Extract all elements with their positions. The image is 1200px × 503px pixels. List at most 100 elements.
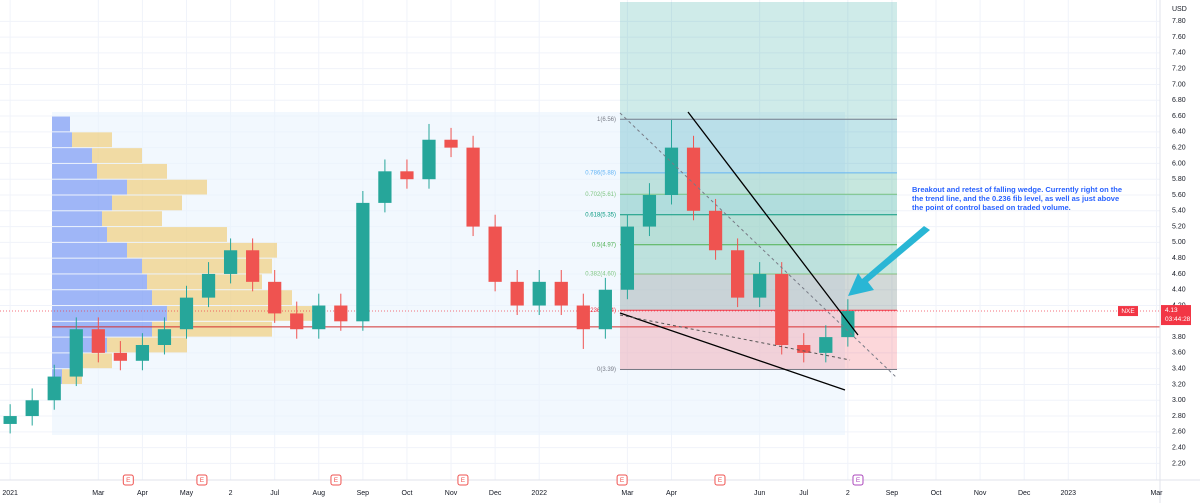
candle-body — [620, 226, 635, 290]
profile-down — [52, 274, 147, 290]
x-tick-label: May — [180, 490, 194, 497]
x-tick-label: Nov — [445, 490, 458, 497]
candle-body — [378, 171, 392, 203]
fib-label: 0.382(4.60) — [585, 272, 616, 278]
y-tick-label: 4.60 — [1172, 271, 1186, 278]
candle-body — [113, 352, 127, 361]
y-tick-label: 3.20 — [1172, 381, 1186, 388]
candle-body — [686, 147, 701, 211]
trend-line — [687, 111, 859, 336]
price-tag — [1161, 305, 1191, 326]
earnings-label: E — [620, 477, 625, 484]
x-tick-label: 2 — [846, 490, 850, 497]
fib-label: 0.786(5.88) — [585, 170, 616, 176]
candle-body — [422, 139, 436, 180]
profile-down — [52, 179, 127, 195]
y-tick-label: 2.80 — [1172, 413, 1186, 420]
candle-body — [731, 250, 745, 298]
profile-up — [102, 211, 162, 227]
fib-zone — [620, 172, 897, 195]
annotation: Breakout and retest of falling wedge. Cu… — [912, 185, 1122, 212]
profile-up — [72, 132, 112, 148]
earnings-label: E — [200, 477, 205, 484]
y-tick-label: 7.40 — [1172, 50, 1186, 57]
earnings-marker — [852, 474, 864, 486]
annotation-line: the point of control based on traded vol… — [912, 203, 1071, 212]
x-tick-label: Aug — [313, 490, 326, 497]
x-tick-label: Mar — [92, 490, 105, 497]
y-tick-label: 2.60 — [1172, 429, 1186, 436]
candle-body — [290, 313, 304, 330]
profile-down — [52, 163, 97, 179]
candle-body — [576, 305, 590, 330]
profile-down — [52, 242, 127, 258]
fib-zone — [620, 119, 897, 173]
y-tick-label: 5.20 — [1172, 223, 1186, 230]
y-tick-label: 3.80 — [1172, 334, 1186, 341]
x-tick-label: 2023 — [1061, 490, 1077, 497]
profile-up — [127, 179, 207, 195]
earnings-label: E — [334, 477, 339, 484]
earnings-label: E — [856, 477, 861, 484]
candle-body — [91, 329, 105, 353]
price-label: 4.13 — [1165, 307, 1178, 314]
candle-body — [201, 273, 216, 298]
profile-down — [52, 227, 107, 242]
candle-body — [708, 210, 723, 251]
y-tick-label: 5.80 — [1172, 176, 1186, 183]
y-tick-label: 3.60 — [1172, 350, 1186, 357]
y-tick-label: 2.40 — [1172, 444, 1186, 451]
candle-body — [25, 400, 39, 417]
candle-body — [157, 329, 172, 345]
fib-zone — [620, 214, 897, 245]
candle-body — [510, 281, 524, 306]
profile-down — [52, 369, 62, 384]
x-tick-label: 2022 — [531, 490, 547, 497]
y-tick-label: 5.00 — [1172, 239, 1186, 246]
ticker-tag — [1118, 306, 1138, 317]
profile-up — [127, 242, 277, 258]
plot: 1(6.56) 0.786(5.88) 0.702(5.61) 0.618(5.35)… — [0, 2, 1160, 434]
fib-zone — [620, 244, 897, 274]
x-tick-label: Oct — [402, 490, 413, 497]
ticker: NXE — [1121, 308, 1135, 315]
candle-body — [312, 305, 326, 330]
candle-body — [554, 281, 568, 306]
x-tick-label: Dec — [1018, 490, 1031, 497]
candle-body — [642, 195, 657, 227]
x-tick-label: Sep — [886, 490, 899, 497]
candle-body — [598, 289, 612, 330]
fib-label: 1(6.56) — [597, 117, 616, 123]
y-tick-label: 4.80 — [1172, 255, 1186, 262]
candle-body — [753, 273, 767, 298]
candle-body — [268, 281, 282, 314]
y-tick-label: 6.40 — [1172, 129, 1186, 136]
y-tick-label: 2.20 — [1172, 460, 1186, 467]
candle-body — [532, 281, 546, 306]
candle-body — [400, 171, 414, 180]
candle-body — [179, 297, 194, 330]
earnings-label: E — [461, 477, 466, 484]
profile-down — [52, 148, 92, 163]
profile-up — [92, 148, 142, 163]
profile-down — [52, 195, 112, 211]
x-tick-label: Jul — [799, 490, 808, 497]
x-tick-label: Dec — [489, 490, 502, 497]
y-tick-label: 5.40 — [1172, 208, 1186, 215]
candle-body — [246, 250, 260, 282]
profile-down — [52, 211, 102, 227]
earnings-marker — [457, 474, 469, 486]
y-tick-label: 7.20 — [1172, 66, 1186, 73]
candle-body — [797, 345, 811, 353]
profile-up — [97, 163, 167, 179]
candle-body — [356, 202, 370, 322]
y-tick-label: 6.80 — [1172, 97, 1186, 104]
x-tick-label: Nov — [974, 490, 987, 497]
x-tick-label: Sep — [357, 490, 370, 497]
candle-body — [334, 305, 348, 322]
x-tick-label: Mar — [621, 490, 634, 497]
profile-down — [52, 306, 167, 321]
x-tick-label: Apr — [137, 490, 149, 497]
earnings-label: E — [126, 477, 131, 484]
